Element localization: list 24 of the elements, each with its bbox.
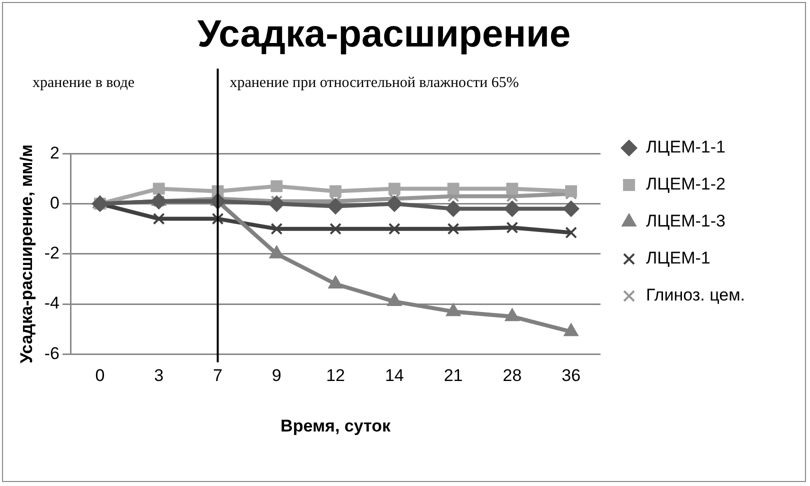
y-tick-label: 2 — [50, 143, 60, 162]
y-tick-label: 0 — [50, 193, 60, 212]
x-tick-label: 21 — [444, 366, 463, 386]
y-tick-label: -4 — [44, 294, 60, 313]
text: хранение в воде — [32, 75, 135, 92]
y-tick-label: -2 — [44, 244, 60, 263]
y-axis-title: Усадка-расширение, мм/м — [16, 144, 36, 364]
x-tick-label: 36 — [562, 366, 581, 386]
legend-label: ЛЦЕМ-1-3 — [646, 212, 726, 231]
x-tick-label: 9 — [272, 366, 282, 386]
legend-label: Глиноз. цем. — [646, 286, 746, 305]
x-tick-label: 14 — [384, 366, 404, 386]
text: хранение при относительной влажности 65% — [230, 75, 519, 92]
legend-label: ЛЦЕМ-1-1 — [646, 138, 726, 157]
y-tick-label: -6 — [44, 344, 60, 363]
x-tick-label: 0 — [95, 366, 105, 386]
legend-label: ЛЦЕМ-1 — [646, 248, 710, 268]
x-axis-title: Время, суток — [280, 416, 391, 436]
x-tick-label: 28 — [502, 366, 522, 386]
x-tick-label: 12 — [326, 366, 345, 386]
legend-label: ЛЦЕМ-1-2 — [646, 174, 726, 194]
x-tick-label: 7 — [213, 366, 222, 386]
x-tick-label: 3 — [154, 366, 164, 386]
chart-title: Усадка-расширение — [197, 13, 571, 56]
